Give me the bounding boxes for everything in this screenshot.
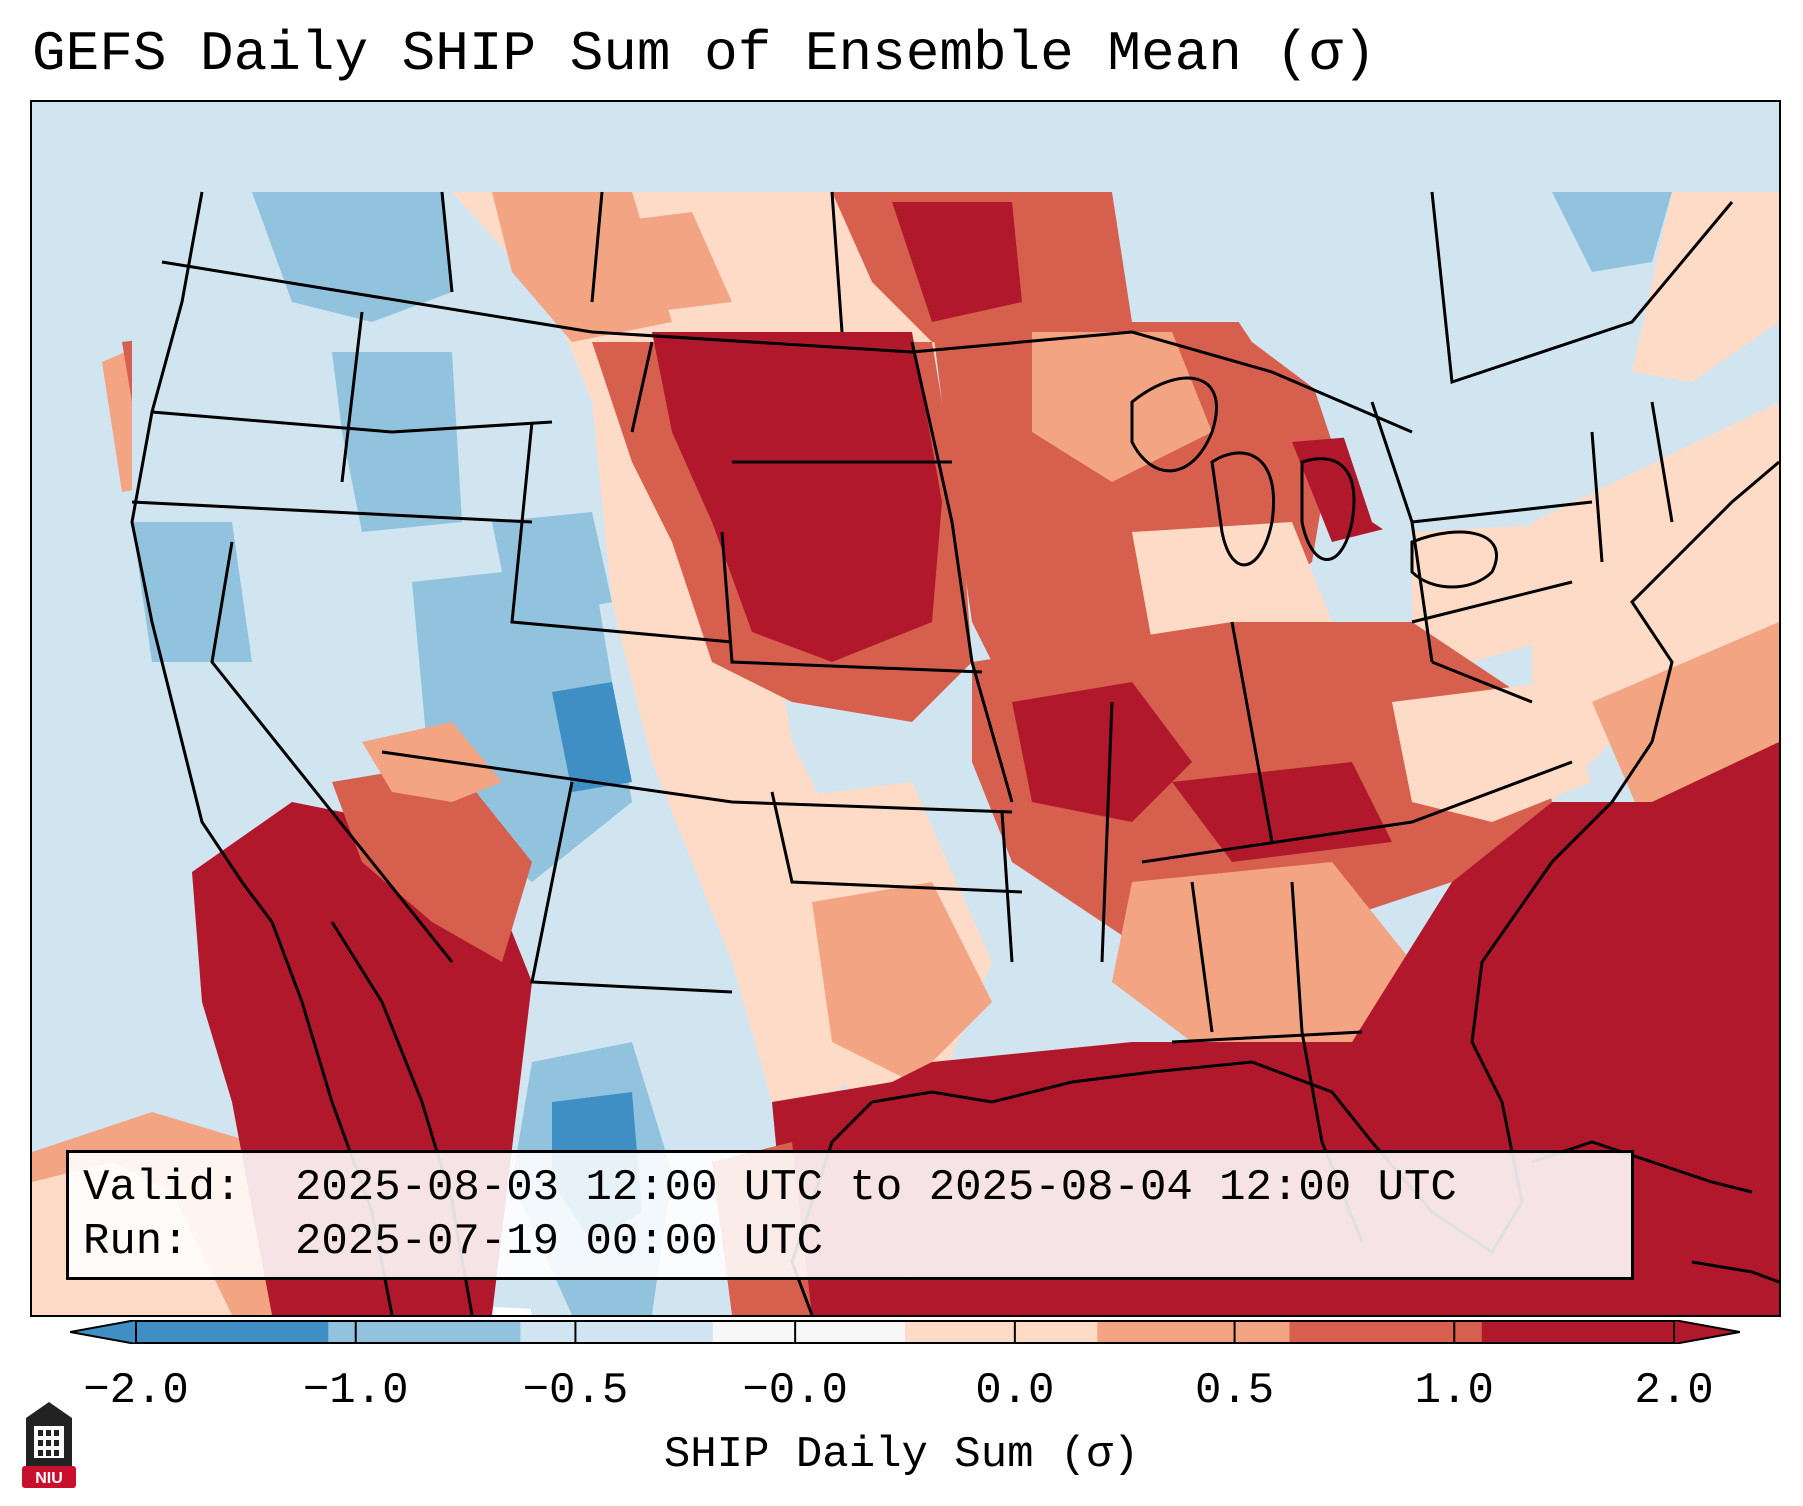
colorbar-extend-low [70, 1320, 137, 1344]
colorbar-tick-label: 0.5 [1194, 1366, 1275, 1416]
university-logo-icon: NIU [22, 1402, 76, 1488]
region-arizona-red [332, 762, 532, 962]
valid-label: Valid: [83, 1163, 242, 1213]
region-idaho-nevada-blue [332, 352, 462, 532]
colorbar-tick-label: −1.0 [302, 1366, 409, 1416]
region-colorado-dark-blue [552, 682, 632, 792]
region-wisconsin-salmon [1032, 332, 1212, 482]
colorbar-tick-label: −0.5 [522, 1366, 629, 1416]
colorbar [70, 1320, 1740, 1344]
region-quebec-blue [1552, 192, 1672, 272]
valid-run-info-box: Valid: 2025-08-03 12:00 UTC to 2025-08-04… [66, 1150, 1634, 1280]
colorbar-tick-label: −0.0 [742, 1366, 848, 1416]
niu-logo: NIU [20, 1398, 78, 1490]
region-ca-coast-blue [132, 522, 252, 662]
colorbar-tick-label: −2.0 [83, 1366, 189, 1416]
colorbar-graphic [70, 1320, 1740, 1344]
colorbar-tick-label: 1.0 [1414, 1366, 1494, 1416]
colorbar-segment [328, 1320, 521, 1344]
anomaly-map [32, 102, 1779, 1315]
region-texas-salmon [812, 882, 992, 1082]
region-missouri-dark-red [1012, 682, 1192, 822]
colorbar-segment [1289, 1320, 1483, 1344]
colorbar-segment [1481, 1320, 1675, 1344]
region-dakotas-dark-red [652, 332, 942, 662]
colorbar-tick-label: 2.0 [1634, 1366, 1714, 1416]
colorbar-label: SHIP Daily Sum (σ) [663, 1430, 1140, 1480]
run-line: Run: 2025-07-19 00:00 UTC [83, 1215, 1617, 1269]
region-montana-salmon2 [612, 212, 732, 312]
run-value: 2025-07-19 00:00 UTC [295, 1217, 824, 1267]
colorbar-segment [136, 1320, 329, 1344]
colorbar-segment [520, 1320, 714, 1344]
colorbar-segment [905, 1320, 1098, 1344]
valid-line: Valid: 2025-08-03 12:00 UTC to 2025-08-04… [83, 1161, 1617, 1215]
region-wyoming-blue [492, 512, 612, 622]
valid-value: 2025-08-03 12:00 UTC to 2025-08-04 12:00… [295, 1163, 1457, 1213]
region-tennessee-dark-red [1172, 762, 1392, 862]
colorbar-extend-high [1673, 1320, 1740, 1344]
region-idaho-mid-blue [252, 192, 452, 322]
colorbar-segment [712, 1320, 906, 1344]
region-nevada-salmon [362, 722, 502, 802]
logo-text: NIU [35, 1470, 63, 1487]
colorbar-tick-label: 0.0 [975, 1366, 1055, 1416]
region-deep-south-salmon [1112, 862, 1412, 1042]
run-label: Run: [83, 1217, 189, 1267]
colorbar-segment [1097, 1320, 1290, 1344]
map-panel [30, 100, 1781, 1317]
state-borders [131, 191, 1734, 1243]
region-minnesota-dark-red [892, 202, 1022, 322]
region-maritimes-peach [1632, 192, 1779, 382]
map-title: GEFS Daily SHIP Sum of Ensemble Mean (σ) [32, 22, 1377, 86]
